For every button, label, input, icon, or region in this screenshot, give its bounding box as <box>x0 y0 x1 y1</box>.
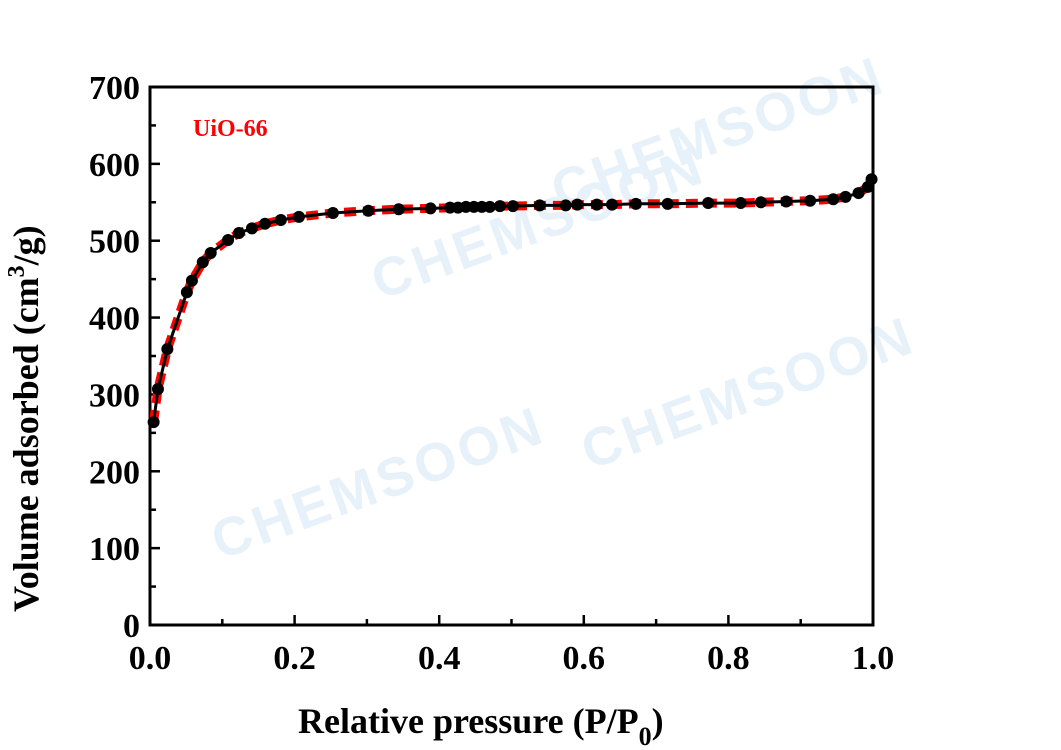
data-point <box>292 210 305 223</box>
data-point <box>147 416 160 429</box>
data-point <box>804 194 817 207</box>
data-point <box>196 256 209 269</box>
data-point <box>326 207 339 220</box>
data-point <box>493 200 506 213</box>
y-axis-title-main: Volume adsorbed (cm <box>6 277 46 612</box>
data-point <box>151 383 164 396</box>
y-tick-label: 0 <box>123 608 140 645</box>
y-tick-labels: 0 100 200 300 400 500 600 700 <box>89 70 140 645</box>
x-tick-label: 0.0 <box>129 640 172 677</box>
x-tick-labels: 0.0 0.2 0.4 0.6 0.8 1.0 <box>129 640 895 677</box>
data-point <box>274 213 287 226</box>
data-point <box>258 217 271 230</box>
data-point <box>161 343 174 356</box>
data-point <box>245 222 258 235</box>
y-tick-label: 500 <box>89 224 140 261</box>
data-point <box>839 190 852 203</box>
y-tick-label: 100 <box>89 531 140 568</box>
data-point <box>392 203 405 216</box>
data-point <box>734 197 747 210</box>
data-point <box>506 200 519 213</box>
legend-label: UiO-66 <box>193 116 268 142</box>
data-point <box>571 198 584 211</box>
y-axis-title: Volume adsorbed (cm3/g) <box>4 225 46 612</box>
y-tick-label: 600 <box>89 147 140 184</box>
data-point <box>180 286 193 299</box>
y-tick-label: 300 <box>89 377 140 414</box>
data-point <box>605 198 618 211</box>
data-point <box>590 198 603 211</box>
x-axis-title: Relative pressure (P/P0) <box>298 701 664 750</box>
data-point <box>559 199 572 212</box>
data-point <box>232 227 245 240</box>
x-axis-title-sub: 0 <box>639 722 652 750</box>
data-point <box>533 199 546 212</box>
data-point <box>865 173 878 186</box>
data-point <box>222 233 235 246</box>
x-axis-title-end: ) <box>652 701 664 741</box>
data-point <box>780 195 793 208</box>
data-point <box>827 193 840 206</box>
data-point <box>362 204 375 217</box>
y-axis-title-end: /g) <box>6 225 46 266</box>
data-point <box>852 187 865 200</box>
data-point <box>204 247 217 260</box>
data-points <box>147 173 878 429</box>
y-axis-title-sup: 3 <box>4 265 30 277</box>
watermark-text: CHEMSOON <box>204 395 553 571</box>
x-tick-label: 0.4 <box>418 640 461 677</box>
x-tick-label: 0.6 <box>563 640 606 677</box>
x-tick-label: 1.0 <box>852 640 895 677</box>
x-tick-label: 0.8 <box>707 640 750 677</box>
data-point <box>702 197 715 210</box>
y-tick-label: 400 <box>89 301 140 338</box>
data-point <box>754 196 767 209</box>
data-point <box>629 197 642 210</box>
data-point <box>483 200 496 213</box>
x-axis-title-main: Relative pressure (P/P <box>298 701 639 741</box>
data-point <box>185 274 198 287</box>
x-tick-label: 0.2 <box>273 640 316 677</box>
y-tick-label: 700 <box>89 70 140 107</box>
y-tick-label: 200 <box>89 454 140 491</box>
data-point <box>661 197 674 210</box>
watermark-text: CHEMSOON <box>574 305 923 481</box>
data-point <box>424 202 437 215</box>
axis-ticks <box>148 85 875 627</box>
